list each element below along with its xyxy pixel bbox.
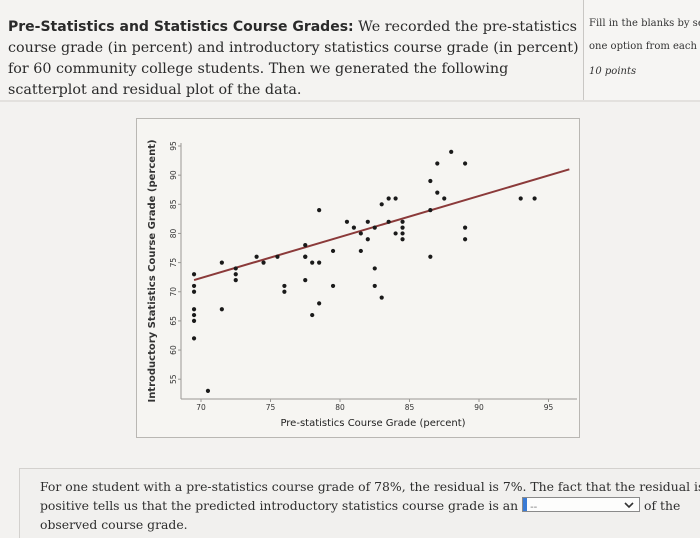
data-point	[219, 260, 224, 265]
data-point	[386, 219, 391, 224]
regression-line	[193, 168, 570, 282]
points-label: 10 points	[589, 66, 637, 77]
data-point	[191, 318, 197, 323]
data-point	[303, 254, 308, 259]
question-panel: Pre-Statistics and Statistics Course Gra…	[0, 0, 583, 100]
data-point	[191, 283, 197, 289]
data-point	[233, 277, 238, 283]
data-point	[275, 254, 280, 259]
data-point	[372, 225, 377, 230]
section-divider	[0, 100, 700, 102]
data-point	[463, 237, 468, 242]
x-tick-label: 90	[474, 403, 484, 412]
answer-dropdown[interactable]: --	[522, 497, 641, 513]
data-point	[400, 219, 405, 224]
y-tick-label: 75	[169, 258, 178, 268]
data-point	[386, 196, 391, 201]
data-point	[191, 272, 197, 277]
instructions-text: Fill in the blanks by sele one option fr…	[589, 12, 700, 58]
y-tick-label: 90	[169, 170, 178, 180]
instructions-panel: Fill in the blanks by sele one option fr…	[583, 0, 700, 100]
y-tick-label: 80	[169, 228, 178, 238]
data-point	[400, 225, 405, 230]
answer-text-after: of the observed course grade.	[40, 498, 681, 532]
scatterplot-frame: 55 60 65 70 75 80 85 90 95 70 75 80 85 90 95 Pre-statis…	[136, 118, 580, 438]
data-point	[463, 225, 468, 230]
data-point	[400, 231, 405, 236]
data-point	[330, 283, 336, 289]
scatterplot: 55 60 65 70 75 80 85 90 95 70 75 80 85 90 95 Pre-statis…	[147, 139, 577, 429]
data-point	[393, 196, 398, 201]
data-point	[379, 202, 384, 207]
answer-text: For one student with a pre-statistics co…	[40, 477, 700, 534]
data-point	[317, 260, 322, 265]
data-point	[310, 312, 315, 318]
data-point	[428, 208, 433, 213]
data-point	[372, 283, 377, 289]
question-text: Pre-Statistics and Statistics Course Gra…	[8, 17, 583, 101]
data-point	[358, 248, 363, 254]
data-point	[372, 266, 377, 271]
answer-text-before: For one student with a pre-statistics co…	[40, 479, 700, 513]
data-point	[393, 231, 398, 236]
data-point	[358, 231, 363, 236]
data-point	[303, 243, 308, 248]
y-axis-label: Introductory Statistics Course Grade (pe…	[147, 139, 158, 402]
data-point	[254, 254, 259, 259]
dropdown-focus-bar	[523, 498, 528, 511]
instructions-line-2: one option from each me	[589, 41, 700, 52]
y-tick-label: 65	[169, 316, 178, 326]
data-point	[435, 190, 440, 195]
data-point	[191, 336, 197, 341]
data-point	[379, 295, 384, 300]
data-point	[261, 260, 266, 265]
dropdown-value: --	[530, 502, 538, 513]
data-point	[365, 237, 370, 242]
data-point	[205, 388, 211, 393]
data-point	[463, 161, 468, 166]
data-point	[442, 196, 447, 201]
answer-panel: For one student with a pre-statistics co…	[19, 468, 700, 538]
question-title: Pre-Statistics and Statistics Course Gra…	[8, 19, 354, 35]
data-point	[233, 266, 238, 271]
y-tick-label: 70	[169, 287, 178, 297]
data-point	[532, 196, 537, 201]
y-tick-label: 60	[169, 345, 178, 355]
y-tick-label: 85	[169, 199, 178, 209]
data-point	[317, 208, 322, 213]
data-point	[344, 219, 350, 224]
data-point	[428, 178, 433, 184]
question-body: We recorded the pre-statistics course gr…	[8, 19, 579, 98]
data-point	[310, 260, 315, 265]
data-point	[365, 219, 370, 224]
data-point	[317, 301, 322, 306]
data-point	[282, 289, 287, 294]
data-point	[428, 254, 433, 259]
data-point	[400, 237, 405, 242]
data-point	[219, 307, 224, 312]
instructions-line-1: Fill in the blanks by sele	[589, 18, 700, 29]
data-point	[303, 277, 308, 283]
data-point	[435, 161, 440, 166]
data-point	[351, 225, 356, 230]
x-tick-label: 85	[405, 403, 415, 412]
data-point	[191, 307, 197, 312]
x-tick-label: 95	[544, 403, 554, 412]
data-point	[330, 248, 336, 254]
x-axis-label: Pre-statistics Course Grade (percent)	[280, 418, 465, 429]
y-tick-label: 95	[169, 141, 178, 151]
data-point	[518, 196, 523, 201]
y-tick-label: 55	[169, 374, 178, 384]
data-point	[282, 283, 287, 289]
data-point	[449, 149, 454, 154]
x-tick-label: 80	[335, 403, 345, 412]
data-point	[191, 289, 197, 294]
x-tick-label: 75	[266, 403, 276, 412]
x-tick-label: 70	[196, 403, 206, 412]
data-point	[233, 272, 238, 277]
data-point	[191, 312, 197, 318]
chevron-down-icon	[624, 502, 634, 509]
